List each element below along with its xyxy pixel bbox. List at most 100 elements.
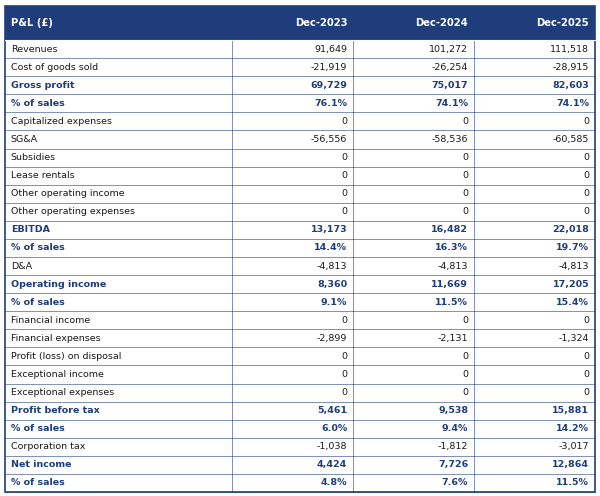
Text: -1,812: -1,812 <box>438 442 468 451</box>
Text: -26,254: -26,254 <box>432 62 468 72</box>
Text: 0: 0 <box>583 207 589 216</box>
Bar <box>5 167 595 185</box>
Text: 0: 0 <box>583 117 589 126</box>
Text: P&L (£): P&L (£) <box>11 18 53 28</box>
Text: 9.4%: 9.4% <box>442 424 468 434</box>
Text: 101,272: 101,272 <box>429 45 468 54</box>
Text: Operating income: Operating income <box>11 280 106 289</box>
Text: 11.5%: 11.5% <box>556 479 589 488</box>
Bar <box>5 366 595 383</box>
Text: 0: 0 <box>462 189 468 198</box>
Text: 69,729: 69,729 <box>310 81 347 90</box>
Text: 75,017: 75,017 <box>431 81 468 90</box>
Text: 0: 0 <box>462 117 468 126</box>
Text: 0: 0 <box>462 207 468 216</box>
Text: 15,881: 15,881 <box>552 406 589 415</box>
Text: 13,173: 13,173 <box>311 225 347 235</box>
Text: Profit (loss) on disposal: Profit (loss) on disposal <box>11 352 121 361</box>
Bar <box>5 311 595 329</box>
Text: Other operating income: Other operating income <box>11 189 124 198</box>
Text: -4,813: -4,813 <box>559 261 589 270</box>
Text: 6.0%: 6.0% <box>321 424 347 434</box>
Text: 0: 0 <box>583 388 589 397</box>
Text: 111,518: 111,518 <box>550 45 589 54</box>
Text: 0: 0 <box>341 316 347 325</box>
Text: Profit before tax: Profit before tax <box>11 406 100 415</box>
Text: 82,603: 82,603 <box>553 81 589 90</box>
Text: 91,649: 91,649 <box>314 45 347 54</box>
Text: Capitalized expenses: Capitalized expenses <box>11 117 112 126</box>
Text: 0: 0 <box>583 370 589 379</box>
Text: 0: 0 <box>583 316 589 325</box>
Text: Dec-2023: Dec-2023 <box>295 18 347 28</box>
Text: Subsidies: Subsidies <box>11 153 56 162</box>
Bar <box>5 402 595 420</box>
Text: 0: 0 <box>462 388 468 397</box>
Text: Dec-2025: Dec-2025 <box>536 18 589 28</box>
Text: Financial income: Financial income <box>11 316 90 325</box>
Text: 0: 0 <box>341 352 347 361</box>
Text: 0: 0 <box>341 189 347 198</box>
Bar <box>5 40 595 58</box>
Text: Net income: Net income <box>11 460 71 469</box>
Text: 0: 0 <box>341 171 347 180</box>
Bar <box>5 58 595 76</box>
Bar <box>5 149 595 167</box>
Bar <box>5 383 595 402</box>
Text: -1,038: -1,038 <box>317 442 347 451</box>
Text: Other operating expenses: Other operating expenses <box>11 207 135 216</box>
Text: 14.2%: 14.2% <box>556 424 589 434</box>
Text: 8,360: 8,360 <box>317 280 347 289</box>
Text: Gross profit: Gross profit <box>11 81 74 90</box>
Text: 76.1%: 76.1% <box>314 99 347 108</box>
Text: 0: 0 <box>341 370 347 379</box>
Text: 0: 0 <box>583 352 589 361</box>
Text: 22,018: 22,018 <box>553 225 589 235</box>
Bar <box>5 456 595 474</box>
Text: -28,915: -28,915 <box>553 62 589 72</box>
Text: 15.4%: 15.4% <box>556 298 589 307</box>
Text: -3,017: -3,017 <box>559 442 589 451</box>
Bar <box>5 239 595 257</box>
Bar <box>5 130 595 149</box>
Bar <box>5 6 595 40</box>
Text: -2,131: -2,131 <box>437 334 468 343</box>
Bar <box>5 76 595 94</box>
Text: 0: 0 <box>462 171 468 180</box>
Text: Dec-2024: Dec-2024 <box>415 18 468 28</box>
Text: 11.5%: 11.5% <box>435 298 468 307</box>
Text: 7,726: 7,726 <box>438 460 468 469</box>
Bar <box>5 113 595 130</box>
Text: -60,585: -60,585 <box>553 135 589 144</box>
Text: D&A: D&A <box>11 261 32 270</box>
Bar <box>5 94 595 113</box>
Text: 4,424: 4,424 <box>317 460 347 469</box>
Bar <box>5 474 595 492</box>
Text: 0: 0 <box>462 316 468 325</box>
Text: 16.3%: 16.3% <box>435 244 468 252</box>
Text: 0: 0 <box>341 153 347 162</box>
Text: % of sales: % of sales <box>11 424 65 434</box>
Text: -56,556: -56,556 <box>311 135 347 144</box>
Bar <box>5 185 595 203</box>
Bar <box>5 203 595 221</box>
Text: 16,482: 16,482 <box>431 225 468 235</box>
Text: 0: 0 <box>462 370 468 379</box>
Text: 0: 0 <box>583 171 589 180</box>
Text: 14.4%: 14.4% <box>314 244 347 252</box>
Bar <box>5 257 595 275</box>
Text: 19.7%: 19.7% <box>556 244 589 252</box>
Text: % of sales: % of sales <box>11 479 65 488</box>
Text: -4,813: -4,813 <box>317 261 347 270</box>
Text: 17,205: 17,205 <box>553 280 589 289</box>
Text: Exceptional expenses: Exceptional expenses <box>11 388 114 397</box>
Text: -1,324: -1,324 <box>559 334 589 343</box>
Text: 7.6%: 7.6% <box>442 479 468 488</box>
Bar <box>5 329 595 347</box>
Bar <box>5 438 595 456</box>
Text: 5,461: 5,461 <box>317 406 347 415</box>
Text: -58,536: -58,536 <box>431 135 468 144</box>
Text: 11,669: 11,669 <box>431 280 468 289</box>
Bar <box>5 221 595 239</box>
Text: % of sales: % of sales <box>11 99 65 108</box>
